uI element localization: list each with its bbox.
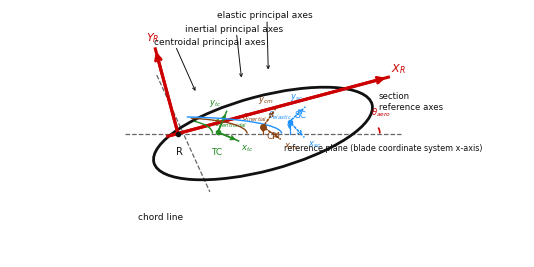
- Text: elastic principal axes: elastic principal axes: [216, 11, 312, 20]
- Text: $y_{sc}$: $y_{sc}$: [290, 92, 303, 104]
- Text: chord line: chord line: [138, 213, 183, 222]
- Text: $\theta_{inertial}$: $\theta_{inertial}$: [242, 112, 267, 124]
- Text: $y_{tc}$: $y_{tc}$: [209, 98, 222, 109]
- Text: $y_{cm}$: $y_{cm}$: [257, 95, 273, 106]
- Text: $\theta_{elastic}$: $\theta_{elastic}$: [268, 110, 292, 122]
- Text: $X_R$: $X_R$: [391, 62, 406, 76]
- Text: CM: CM: [267, 132, 281, 141]
- Text: $x_{cm}$: $x_{cm}$: [284, 141, 300, 152]
- Text: R: R: [176, 147, 183, 157]
- Text: $x_{tc}$: $x_{tc}$: [241, 144, 254, 154]
- Text: section
reference axes: section reference axes: [379, 92, 443, 112]
- Text: $x_{sc}$: $x_{sc}$: [308, 139, 321, 150]
- Text: $Y_R$: $Y_R$: [146, 31, 159, 45]
- Text: SC: SC: [295, 111, 307, 120]
- Text: TC: TC: [211, 148, 222, 157]
- Text: $\theta_{centroidal}$: $\theta_{centroidal}$: [214, 117, 247, 129]
- Text: $\theta_{aero}$: $\theta_{aero}$: [371, 106, 391, 119]
- Text: centroidal principal axes: centroidal principal axes: [154, 38, 265, 47]
- Text: reference plane (blade coordinate system x-axis): reference plane (blade coordinate system…: [284, 144, 483, 153]
- Text: inertial principal axes: inertial principal axes: [185, 25, 283, 34]
